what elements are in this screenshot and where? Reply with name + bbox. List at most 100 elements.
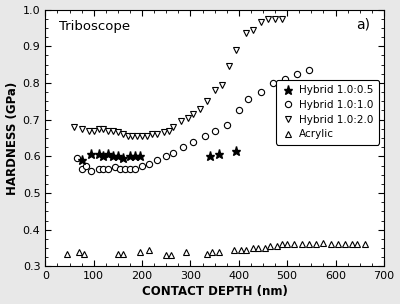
Acrylic — [65, 252, 70, 255]
Acrylic — [217, 250, 222, 254]
Hybrid 1.0:1.0 — [118, 168, 123, 171]
Line: Hybrid 1.0:2.0: Hybrid 1.0:2.0 — [71, 16, 286, 139]
Hybrid 1.0:2.0 — [111, 129, 116, 133]
Hybrid 1.0:1.0 — [79, 168, 84, 171]
Acrylic — [232, 248, 236, 252]
Acrylic — [164, 254, 169, 257]
Hybrid 1.0:1.0 — [181, 145, 186, 149]
Acrylic — [362, 243, 367, 246]
Acrylic — [120, 252, 125, 255]
Hybrid 1.0:0.5 — [116, 154, 120, 158]
Hybrid 1.0:0.5 — [120, 156, 125, 160]
Hybrid 1.0:2.0 — [212, 88, 217, 92]
Acrylic — [343, 243, 348, 246]
Hybrid 1.0:1.0 — [246, 98, 251, 101]
Acrylic — [77, 250, 82, 254]
Hybrid 1.0:2.0 — [140, 134, 144, 138]
Acrylic — [292, 243, 297, 246]
Hybrid 1.0:2.0 — [106, 129, 111, 133]
Acrylic — [355, 243, 360, 246]
Hybrid 1.0:0.5 — [79, 158, 84, 162]
Acrylic — [239, 248, 244, 252]
Hybrid 1.0:0.5 — [207, 154, 212, 158]
Acrylic — [210, 250, 214, 254]
Hybrid 1.0:0.5 — [101, 154, 106, 158]
Hybrid 1.0:2.0 — [101, 127, 106, 131]
Hybrid 1.0:1.0 — [89, 169, 94, 173]
Hybrid 1.0:1.0 — [258, 90, 263, 94]
Hybrid 1.0:1.0 — [202, 134, 207, 138]
Hybrid 1.0:0.5 — [128, 154, 132, 158]
Hybrid 1.0:0.5 — [234, 149, 239, 153]
Hybrid 1.0:1.0 — [147, 162, 152, 165]
Hybrid 1.0:2.0 — [154, 133, 159, 136]
Line: Hybrid 1.0:0.5: Hybrid 1.0:0.5 — [77, 146, 241, 164]
Hybrid 1.0:2.0 — [220, 83, 224, 87]
Acrylic — [251, 246, 256, 250]
Hybrid 1.0:1.0 — [123, 168, 128, 171]
Hybrid 1.0:2.0 — [149, 133, 154, 136]
Hybrid 1.0:2.0 — [162, 131, 166, 134]
Hybrid 1.0:2.0 — [79, 127, 84, 131]
Hybrid 1.0:1.0 — [132, 168, 137, 171]
Hybrid 1.0:2.0 — [91, 129, 96, 133]
Hybrid 1.0:0.5 — [132, 154, 137, 158]
Acrylic — [328, 243, 333, 246]
Hybrid 1.0:1.0 — [190, 140, 195, 143]
Hybrid 1.0:2.0 — [198, 107, 202, 110]
Acrylic — [137, 250, 142, 254]
Hybrid 1.0:2.0 — [280, 17, 285, 21]
Acrylic — [183, 250, 188, 254]
Acrylic — [116, 252, 120, 255]
Hybrid 1.0:1.0 — [171, 151, 176, 154]
Hybrid 1.0:1.0 — [294, 72, 299, 76]
Acrylic — [82, 252, 86, 255]
Hybrid 1.0:2.0 — [144, 134, 149, 138]
Hybrid 1.0:2.0 — [96, 127, 101, 131]
Hybrid 1.0:2.0 — [273, 17, 278, 21]
Hybrid 1.0:2.0 — [227, 65, 232, 68]
Acrylic — [169, 254, 174, 257]
Hybrid 1.0:1.0 — [101, 168, 106, 171]
Acrylic — [147, 248, 152, 252]
Hybrid 1.0:2.0 — [258, 21, 263, 24]
Hybrid 1.0:2.0 — [120, 133, 125, 136]
Hybrid 1.0:2.0 — [86, 129, 91, 133]
Line: Acrylic: Acrylic — [64, 240, 368, 258]
Hybrid 1.0:2.0 — [178, 120, 183, 123]
Hybrid 1.0:2.0 — [72, 125, 77, 129]
Acrylic — [244, 248, 248, 252]
Hybrid 1.0:1.0 — [212, 129, 217, 133]
Y-axis label: HARDNESS (GPa): HARDNESS (GPa) — [6, 81, 18, 195]
Hybrid 1.0:1.0 — [128, 168, 132, 171]
Hybrid 1.0:1.0 — [96, 168, 101, 171]
Hybrid 1.0:0.5 — [217, 153, 222, 156]
Acrylic — [314, 243, 318, 246]
Hybrid 1.0:2.0 — [130, 134, 135, 138]
X-axis label: CONTACT DEPTH (nm): CONTACT DEPTH (nm) — [142, 285, 288, 299]
Hybrid 1.0:2.0 — [116, 131, 120, 134]
Hybrid 1.0:1.0 — [74, 156, 79, 160]
Hybrid 1.0:2.0 — [135, 134, 140, 138]
Hybrid 1.0:1.0 — [306, 68, 311, 72]
Text: Triboscope: Triboscope — [59, 20, 130, 33]
Acrylic — [263, 246, 268, 250]
Legend: Hybrid 1.0:0.5, Hybrid 1.0:1.0, Hybrid 1.0:2.0, Acrylic: Hybrid 1.0:0.5, Hybrid 1.0:1.0, Hybrid 1… — [276, 80, 379, 144]
Hybrid 1.0:2.0 — [125, 134, 130, 138]
Hybrid 1.0:0.5 — [96, 153, 101, 156]
Hybrid 1.0:0.5 — [111, 154, 116, 158]
Acrylic — [350, 243, 355, 246]
Hybrid 1.0:2.0 — [190, 112, 195, 116]
Hybrid 1.0:2.0 — [166, 129, 171, 133]
Acrylic — [280, 243, 285, 246]
Hybrid 1.0:1.0 — [224, 123, 229, 127]
Hybrid 1.0:0.5 — [106, 153, 111, 156]
Hybrid 1.0:2.0 — [266, 17, 270, 21]
Hybrid 1.0:1.0 — [106, 168, 111, 171]
Hybrid 1.0:1.0 — [164, 154, 169, 158]
Acrylic — [336, 243, 340, 246]
Hybrid 1.0:1.0 — [154, 158, 159, 162]
Hybrid 1.0:1.0 — [84, 164, 89, 167]
Hybrid 1.0:2.0 — [244, 32, 248, 35]
Acrylic — [285, 243, 290, 246]
